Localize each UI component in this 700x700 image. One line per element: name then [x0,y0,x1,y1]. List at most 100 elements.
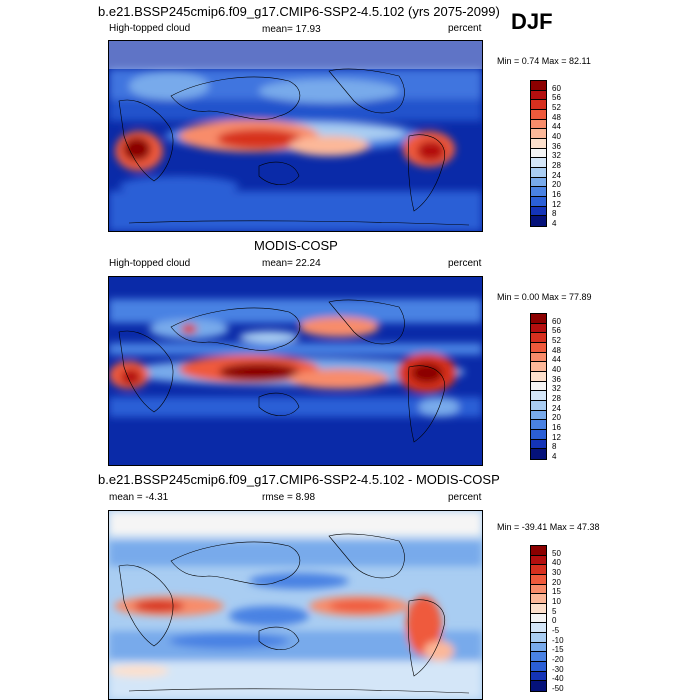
panel-2-level-label: 16 [552,423,561,432]
panel-2-colorbar-swatch [531,400,546,411]
panel-1-colorbar-swatch [531,129,546,139]
panel-1-colorbar-swatch [531,196,546,207]
panel-3-colorbar-swatch [531,671,546,682]
panel-1-level-label: 16 [552,190,561,199]
panel-3-level-label: 40 [552,558,561,567]
panel-2-colorbar-labels: 60 56 52 48 44 40 36 32 28 24 20 16 12 8… [552,313,592,461]
panel-3-level-label: -30 [552,665,564,674]
panel-3-mean: mean = -4.31 [109,492,169,503]
panel-1-level-label: 20 [552,180,561,189]
panel-3-level-label: 5 [552,607,557,616]
panel-2-map-canvas [109,277,482,465]
panel-1-level-label: 48 [552,113,561,122]
panel-2-level-label: 20 [552,413,561,422]
panel-2-map [108,276,483,466]
panel-3-colorbar-swatch [531,632,546,643]
panel-2-colorbar-swatch [531,314,546,324]
panel-3-colorbar-swatch [531,555,546,566]
panel-1-colorbar-labels: 60 56 52 48 44 40 36 32 28 24 20 16 12 8… [552,80,592,228]
panel-3-level-label: 20 [552,578,561,587]
panel-1-colorbar [530,80,547,227]
panel-2-colorbar-swatch [531,342,546,353]
panel-1-level-label: 36 [552,142,561,151]
panel-1-colorbar-swatch [531,206,546,217]
panel-1-colorbar-swatch [531,187,546,197]
panel-1-level-label: 52 [552,103,561,112]
panel-2-colorbar-swatch [531,449,546,459]
panel-1-colorbar-swatch [531,167,546,178]
panel-3-map-canvas [109,511,482,699]
panel-1-map-canvas [109,41,482,231]
panel-2-colorbar [530,313,547,460]
panel-3-rmse: rmse = 8.98 [262,492,316,503]
panel-2-level-label: 36 [552,375,561,384]
season-label: DJF [511,9,553,34]
panel-1-level-label: 8 [552,209,557,218]
panel-1-colorbar-swatch [531,158,546,168]
panel-1-level-label: 28 [552,161,561,170]
panel-2-level-label: 44 [552,355,561,364]
panel-3-colorbar-swatch [531,642,546,653]
panel-2-level-label: 56 [552,326,561,335]
panel-3-title: b.e21.BSSP245cmip6.f09_g17.CMIP6-SSP2-4.… [98,472,500,487]
panel-3-colorbar-swatch [531,661,546,672]
panel-1-level-label: 32 [552,151,561,160]
panel-1-level-label: 56 [552,93,561,102]
panel-1-colorbar-swatch [531,119,546,130]
panel-1-level-label: 44 [552,122,561,131]
panel-3-level-label: -5 [552,626,560,635]
panel-2-colorbar-swatch [531,429,546,440]
panel-2-variable: High-topped cloud [109,258,191,269]
panel-3-level-label: 30 [552,568,561,577]
panel-2-level-label: 52 [552,336,561,345]
panel-3-minmax: Min = -39.41 Max = 47.38 [497,522,600,532]
panel-3-level-label: 0 [552,616,557,625]
panel-1-title: b.e21.BSSP245cmip6.f09_g17.CMIP6-SSP2-4.… [98,4,500,19]
panel-2-colorbar-swatch [531,371,546,382]
panel-2-level-label: 48 [552,346,561,355]
panel-3-level-label: -20 [552,655,564,664]
panel-3-colorbar-swatch [531,652,546,662]
panel-1-colorbar-swatch [531,90,546,101]
panel-2-level-label: 8 [552,442,557,451]
panel-1-colorbar-swatch [531,100,546,110]
panel-2-mean: mean= 22.24 [262,258,321,269]
panel-2-colorbar-swatch [531,352,546,363]
panel-1-colorbar-swatch [531,216,546,226]
panel-2-level-label: 12 [552,433,561,442]
panel-3-level-label: -10 [552,636,564,645]
panel-2-colorbar-swatch [531,410,546,421]
panel-2-level-label: 32 [552,384,561,393]
panel-1-units: percent [448,23,482,34]
panel-3-colorbar-swatch [531,613,546,624]
panel-3-colorbar-swatch [531,623,546,633]
panel-2-colorbar-swatch [531,439,546,450]
panel-3-level-label: 10 [552,597,561,606]
panel-1-level-label: 4 [552,219,557,228]
panel-1-colorbar-swatch [531,81,546,91]
panel-3-map [108,510,483,700]
panel-1-level-label: 12 [552,200,561,209]
panel-3-colorbar-swatch [531,574,546,585]
panel-3-colorbar-labels: 50 40 30 20 15 10 5 0 -5 -10 -15 -20 -30… [552,545,592,693]
panel-2-colorbar-swatch [531,323,546,334]
panel-3-colorbar [530,545,547,692]
panel-2-colorbar-swatch [531,381,546,392]
panel-2-level-label: 60 [552,317,561,326]
panel-1-variable: High-topped cloud [109,23,191,34]
panel-2-level-label: 40 [552,365,561,374]
panel-2-level-label: 28 [552,394,561,403]
panel-3-colorbar-swatch [531,584,546,595]
panel-1-colorbar-swatch [531,138,546,149]
panel-3-colorbar-swatch [531,546,546,556]
panel-1-mean: mean= 17.93 [262,24,321,35]
panel-3-colorbar-swatch [531,565,546,575]
panel-1-level-label: 40 [552,132,561,141]
panel-2-colorbar-swatch [531,333,546,343]
panel-3-colorbar-swatch [531,681,546,691]
panel-1-colorbar-swatch [531,148,546,159]
panel-1-colorbar-swatch [531,109,546,120]
panel-1-map [108,40,483,232]
panel-1-level-label: 60 [552,84,561,93]
panel-3-colorbar-swatch [531,603,546,614]
